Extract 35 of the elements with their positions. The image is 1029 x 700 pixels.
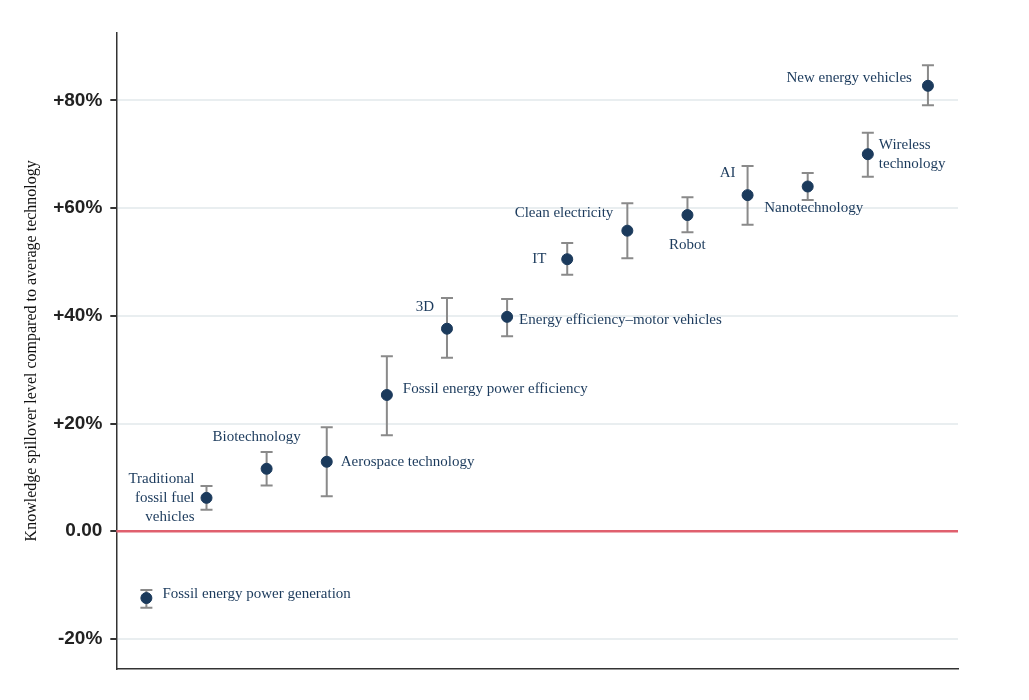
series-label: Traditional fossil fuel vehicles <box>128 469 195 524</box>
series-label: Fossil energy power efficiency <box>402 379 589 396</box>
series-label: Biotechnology <box>212 427 302 444</box>
point <box>681 209 694 222</box>
point <box>561 253 574 266</box>
point <box>921 79 934 92</box>
y-tick-label: +40% <box>53 304 103 326</box>
series-label: Energy efficiency–motor vehicles <box>519 310 722 327</box>
point <box>440 322 453 335</box>
point <box>140 592 153 605</box>
y-tick-label: 0.00 <box>65 519 103 541</box>
series-label: Clean electricity <box>514 203 614 220</box>
point <box>200 491 213 504</box>
series-label: Wireless technology <box>878 135 946 171</box>
series-label: IT <box>532 250 547 267</box>
point <box>741 189 754 202</box>
series-label: New energy vehicles <box>786 68 913 85</box>
series-label: 3D <box>415 297 435 314</box>
series-label: Fossil energy power generation <box>162 584 352 601</box>
point <box>621 224 634 237</box>
series-label: AI <box>719 164 736 181</box>
series-label: Nanotechnology <box>764 199 864 216</box>
y-tick-label: -20% <box>57 627 103 649</box>
y-tick-label: +80% <box>53 88 103 110</box>
point <box>320 455 333 468</box>
point <box>801 180 814 193</box>
point <box>501 310 514 323</box>
point <box>380 388 393 401</box>
y-tick-label: +20% <box>53 411 103 433</box>
y-axis-title: Knowledge spillover level compared to average technology <box>21 160 40 542</box>
series-label: Robot <box>669 236 707 252</box>
point <box>861 148 874 161</box>
series-label: Aerospace technology <box>340 452 475 469</box>
point <box>260 462 273 475</box>
y-tick-label: +60% <box>53 196 103 218</box>
